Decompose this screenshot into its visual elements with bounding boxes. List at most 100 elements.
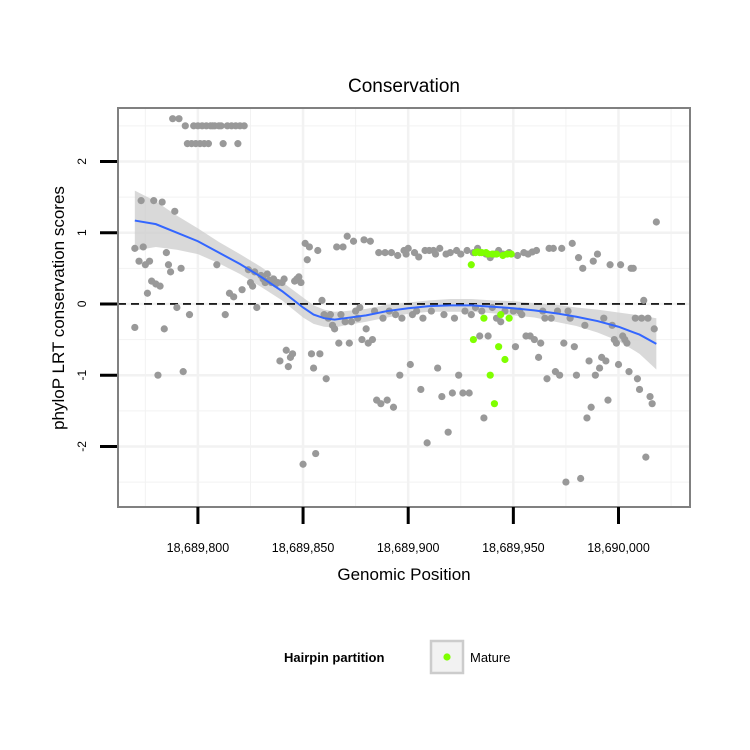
data-point [612, 339, 620, 347]
data-point [534, 353, 543, 361]
mature-data-point [469, 335, 477, 344]
data-point [629, 264, 637, 272]
data-point [139, 243, 147, 251]
data-point [156, 282, 164, 290]
data-point [253, 303, 261, 312]
data-point [135, 257, 143, 265]
x-tick-label: 18,689,850 [272, 541, 335, 555]
data-point [518, 311, 526, 319]
mature-points-layer [467, 248, 515, 408]
data-point [362, 325, 370, 333]
data-point [564, 307, 572, 315]
data-point [617, 261, 625, 269]
data-point [366, 237, 374, 245]
data-point [339, 243, 347, 251]
data-point [591, 371, 599, 379]
mature-data-point [467, 261, 475, 269]
data-point [478, 307, 486, 315]
data-point [457, 250, 465, 258]
mature-data-point [480, 314, 488, 322]
data-point [345, 339, 353, 347]
data-point [379, 314, 387, 322]
data-point [450, 314, 459, 322]
data-point [434, 364, 442, 372]
mature-data-point [490, 400, 499, 408]
data-point [431, 250, 440, 258]
data-point [314, 246, 322, 255]
data-point [131, 323, 139, 332]
data-point [547, 314, 555, 322]
data-point [625, 368, 633, 376]
data-point [349, 237, 358, 245]
x-tick-label: 18,690,000 [587, 541, 650, 555]
data-point [137, 197, 145, 205]
data-point [145, 257, 154, 265]
data-point [248, 282, 257, 290]
data-point [234, 140, 242, 148]
y-tick-label: -2 [75, 441, 89, 452]
data-point [204, 140, 213, 148]
mature-data-point [505, 314, 513, 322]
data-point [143, 289, 152, 297]
data-point [638, 314, 646, 322]
data-point [375, 249, 383, 257]
data-point [337, 311, 345, 319]
data-point [177, 264, 185, 272]
data-point [646, 392, 654, 401]
data-point [297, 278, 305, 287]
plot-panel-border [117, 107, 691, 508]
data-point [219, 140, 227, 148]
data-point [213, 261, 221, 269]
data-point [633, 375, 642, 383]
data-point [640, 296, 648, 304]
data-point [179, 368, 187, 376]
legend-key-mature [443, 653, 451, 661]
mature-data-point [486, 371, 494, 379]
data-point [543, 375, 551, 383]
x-axis-title: Genomic Position [337, 565, 470, 584]
data-point [463, 246, 471, 255]
data-point [150, 197, 158, 205]
data-point [305, 243, 313, 251]
y-tick-label: 0 [75, 300, 89, 307]
data-point [238, 286, 246, 294]
data-point [606, 261, 614, 269]
data-point [413, 307, 421, 315]
legend-title: Hairpin partition [284, 650, 384, 665]
data-point [614, 360, 623, 369]
data-point [377, 400, 385, 408]
data-point [650, 325, 658, 333]
data-point [341, 318, 349, 326]
y-tick-label: 1 [75, 229, 89, 236]
data-point [217, 122, 225, 130]
data-point [497, 318, 505, 326]
data-point [581, 321, 589, 329]
data-point [583, 414, 591, 422]
data-point [455, 371, 463, 379]
data-point [307, 350, 316, 358]
data-point [415, 253, 423, 261]
data-point [326, 311, 334, 319]
data-point [368, 335, 377, 344]
data-point [181, 122, 189, 130]
data-point [360, 236, 368, 244]
data-point [406, 360, 414, 369]
data-point [169, 115, 177, 123]
data-point [280, 275, 288, 283]
data-point [635, 385, 644, 394]
data-point [549, 244, 557, 252]
data-point [530, 335, 538, 344]
data-point [347, 318, 356, 326]
data-point [631, 314, 639, 322]
data-point [577, 474, 585, 483]
data-point [358, 335, 366, 344]
data-point [513, 251, 522, 260]
data-point [602, 357, 610, 365]
data-point [389, 403, 398, 411]
data-point [175, 115, 183, 123]
data-point [556, 371, 564, 379]
data-point [185, 311, 194, 319]
data-point [585, 357, 593, 365]
data-point [171, 207, 179, 215]
data-point [593, 250, 602, 258]
